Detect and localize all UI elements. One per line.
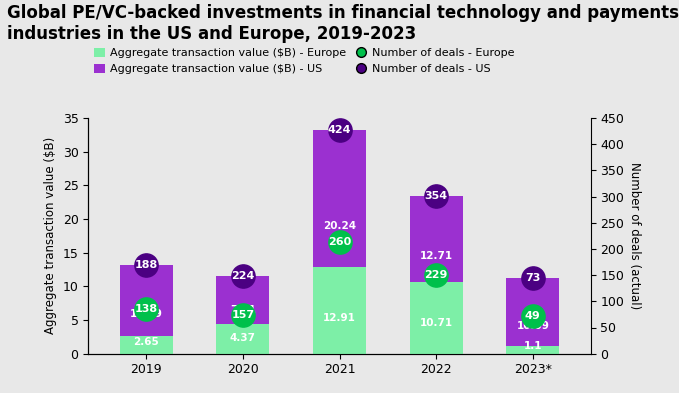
Text: Global PE/VC-backed investments in financial technology and payments
industries : Global PE/VC-backed investments in finan… [7, 4, 679, 43]
Bar [217, 276, 270, 324]
Point [334, 127, 345, 134]
Text: 224: 224 [231, 271, 255, 281]
Text: 1.1: 1.1 [524, 341, 542, 351]
Text: 229: 229 [424, 270, 448, 280]
Text: 10.71: 10.71 [420, 318, 453, 329]
Text: 4.37: 4.37 [230, 333, 256, 343]
Point [430, 193, 441, 199]
Text: 20.24: 20.24 [323, 221, 356, 231]
Text: 157: 157 [232, 310, 255, 320]
Point [238, 312, 249, 318]
Text: 7.11: 7.11 [230, 305, 256, 315]
Point [141, 261, 151, 268]
Bar [506, 278, 559, 346]
Text: 2.65: 2.65 [133, 338, 159, 347]
Point [334, 239, 345, 245]
Text: 424: 424 [328, 125, 351, 135]
Point [141, 306, 151, 312]
Bar [120, 336, 173, 354]
Text: 354: 354 [424, 191, 447, 201]
Text: 10.09: 10.09 [516, 321, 549, 331]
Bar [506, 346, 559, 354]
Y-axis label: Aggregate transaction value ($B): Aggregate transaction value ($B) [44, 137, 57, 334]
Bar [409, 196, 462, 281]
Point [430, 272, 441, 278]
Bar [120, 264, 173, 336]
Legend: Aggregate transaction value ($B) - Europe, Aggregate transaction value ($B) - US: Aggregate transaction value ($B) - Europ… [94, 48, 515, 74]
Text: 188: 188 [134, 259, 158, 270]
Point [528, 275, 538, 281]
Point [238, 273, 249, 279]
Text: 12.71: 12.71 [420, 251, 453, 261]
Bar [217, 324, 270, 354]
Text: 12.91: 12.91 [323, 313, 356, 323]
Bar [313, 267, 366, 354]
Text: 260: 260 [328, 237, 351, 247]
Bar [313, 130, 366, 267]
Text: 10.59: 10.59 [130, 309, 163, 320]
Text: 49: 49 [525, 311, 540, 321]
Point [528, 313, 538, 319]
Y-axis label: Number of deals (actual): Number of deals (actual) [628, 162, 641, 309]
Text: 138: 138 [134, 304, 158, 314]
Text: 73: 73 [525, 273, 540, 283]
Bar [409, 281, 462, 354]
